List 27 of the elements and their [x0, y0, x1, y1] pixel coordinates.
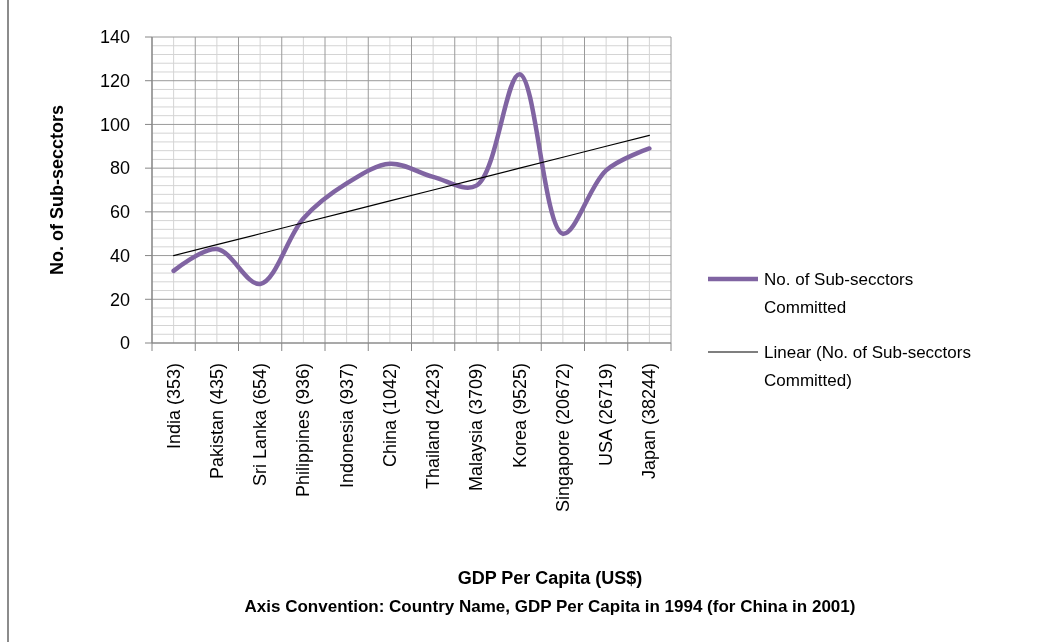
x-tick-label: Pakistan (435) — [206, 363, 227, 480]
y-tick-label: 0 — [119, 333, 130, 354]
x-tick-label: Indonesia (937) — [336, 363, 357, 489]
x-tick-label: USA (26719) — [596, 363, 617, 467]
y-tick-label: 120 — [99, 71, 130, 92]
y-tick-label: 80 — [109, 158, 130, 179]
x-tick-label: Korea (9525) — [509, 363, 530, 469]
y-tick-label: 20 — [109, 289, 130, 310]
x-tick-label: Singapore (20672) — [552, 363, 573, 513]
x-tick-label: Thailand (2423) — [423, 363, 444, 490]
x-axis-title: GDP Per Capita (US$) — [457, 568, 643, 588]
y-tick-label: 40 — [109, 245, 130, 266]
y-tick-label: 100 — [99, 114, 130, 135]
x-tick-label: China (1042) — [379, 363, 400, 468]
x-tick-label: Malaysia (3709) — [466, 363, 487, 492]
legend-label: No. of Sub-secctors Committed — [764, 269, 914, 317]
line-series — [171, 71, 652, 287]
text: Axis Convention: Country Name, GDP Per Capita in 1994 (for China in 2001) — [244, 597, 856, 616]
x-tick-label: Japan (38244) — [639, 363, 660, 480]
legend-label: Linear (No. of Sub-secctors Committed) — [764, 342, 971, 390]
line-series — [173, 134, 650, 257]
x-tick-label: India (353) — [163, 363, 184, 450]
x-tick-label: Philippines (936) — [293, 363, 314, 498]
y-tick-label: 60 — [109, 202, 130, 223]
x-tick-label: Sri Lanka (654) — [250, 363, 271, 487]
y-axis-title: No. of Sub-secctors — [47, 104, 67, 276]
y-tick-label: 140 — [99, 27, 130, 48]
